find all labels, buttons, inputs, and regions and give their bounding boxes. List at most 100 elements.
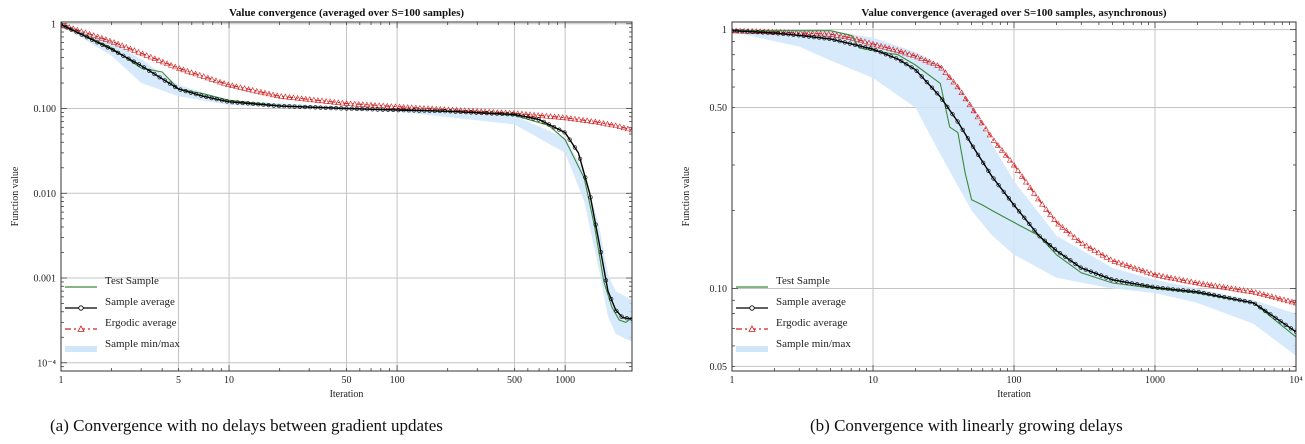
marker-triangle — [1103, 254, 1110, 260]
marker-circle — [811, 34, 817, 40]
marker-triangle — [894, 47, 901, 53]
x-tick-label: 100 — [1007, 375, 1022, 386]
marker-triangle — [400, 103, 407, 110]
marker-triangle — [114, 40, 122, 47]
marker-triangle — [857, 37, 865, 43]
marker-circle — [551, 124, 557, 130]
marker-triangle — [970, 107, 977, 114]
marker-triangle — [1043, 206, 1050, 212]
marker-circle — [1093, 271, 1099, 276]
marker-circle — [1247, 300, 1252, 305]
plot-frame — [60, 21, 633, 372]
marker-circle — [1257, 305, 1263, 310]
x-tick-label: 10⁴ — [1289, 375, 1303, 386]
marker-circle — [593, 222, 598, 227]
marker-triangle — [359, 101, 366, 107]
marker-triangle — [922, 57, 929, 63]
marker-triangle — [212, 77, 220, 83]
marker-circle — [765, 30, 771, 35]
marker-triangle — [1143, 268, 1151, 275]
marker-triangle — [1172, 275, 1179, 282]
marker-triangle — [861, 38, 869, 45]
marker-triangle — [363, 101, 371, 108]
marker-circle — [365, 107, 370, 112]
marker-triangle — [567, 115, 574, 121]
marker-circle — [328, 105, 334, 111]
y-tick-label: 0.05 — [710, 362, 728, 373]
marker-triangle — [249, 86, 256, 93]
marker-circle — [199, 93, 204, 98]
marker-triangle — [335, 99, 342, 105]
marker-triangle — [123, 44, 130, 50]
marker-triangle — [829, 31, 836, 37]
marker-triangle — [841, 33, 848, 40]
marker-circle — [909, 65, 914, 70]
marker-triangle — [898, 48, 905, 54]
marker-circle — [878, 50, 883, 55]
marker-triangle — [954, 83, 961, 90]
marker-circle — [173, 84, 178, 90]
marker-triangle — [1010, 161, 1018, 168]
marker-triangle — [869, 40, 877, 47]
marker-triangle — [974, 113, 981, 120]
y-axis-label: Function value — [681, 166, 692, 226]
marker-circle — [1222, 295, 1227, 300]
marker-circle — [448, 109, 453, 114]
marker-triangle — [102, 36, 109, 42]
marker-circle — [489, 111, 494, 116]
marker-circle — [1196, 290, 1201, 295]
marker-circle — [893, 56, 899, 61]
marker-triangle — [1204, 281, 1211, 287]
marker-circle — [817, 35, 822, 40]
marker-triangle — [1236, 286, 1243, 293]
marker-circle — [479, 110, 484, 115]
marker-circle — [950, 112, 955, 117]
marker-circle — [567, 137, 572, 142]
marker-triangle — [930, 60, 937, 67]
marker-triangle — [1083, 242, 1090, 249]
marker-triangle — [849, 35, 856, 41]
marker-circle — [432, 108, 437, 113]
marker-circle — [796, 33, 801, 38]
legend-label: Sample average — [776, 296, 846, 308]
marker-circle — [852, 42, 858, 48]
marker-circle — [225, 99, 230, 104]
marker-triangle — [1071, 234, 1078, 240]
marker-circle — [786, 32, 791, 37]
caption-b: (b) Convergence with linearly growing de… — [810, 416, 1123, 435]
marker-triangle — [1248, 288, 1255, 294]
marker-circle — [308, 105, 313, 110]
plot-frame — [731, 21, 1297, 372]
marker-triangle — [1188, 278, 1195, 285]
marker-circle — [121, 53, 126, 58]
marker-circle — [755, 29, 760, 35]
marker-circle — [427, 108, 432, 113]
marker-circle — [1145, 283, 1150, 289]
marker-circle — [619, 314, 624, 319]
legend-label: Ergodic average — [105, 317, 177, 329]
marker-circle — [1273, 315, 1278, 320]
marker-circle — [1124, 280, 1129, 285]
marker-circle — [1027, 221, 1032, 227]
marker-circle — [1129, 281, 1134, 286]
x-tick-label: 10 — [868, 375, 878, 386]
marker-triangle — [371, 102, 379, 108]
marker-circle — [515, 113, 520, 118]
marker-circle — [801, 33, 806, 39]
marker-triangle — [302, 95, 309, 102]
marker-circle — [904, 62, 909, 67]
series-band-min-max — [732, 29, 1296, 356]
marker-triangle — [600, 120, 607, 126]
legend-label: Sample min/max — [105, 338, 180, 350]
marker-circle — [914, 68, 919, 73]
marker-circle — [822, 36, 827, 41]
marker-circle — [541, 119, 546, 124]
x-tick-label: 50 — [342, 375, 352, 386]
marker-triangle — [584, 117, 591, 124]
marker-circle — [1088, 269, 1093, 274]
marker-circle — [95, 40, 100, 45]
marker-triangle — [98, 34, 105, 41]
marker-circle — [1052, 247, 1058, 252]
marker-triangle — [1176, 276, 1183, 282]
legend: Test Sample Sample average Ergodic average… — [736, 275, 851, 352]
